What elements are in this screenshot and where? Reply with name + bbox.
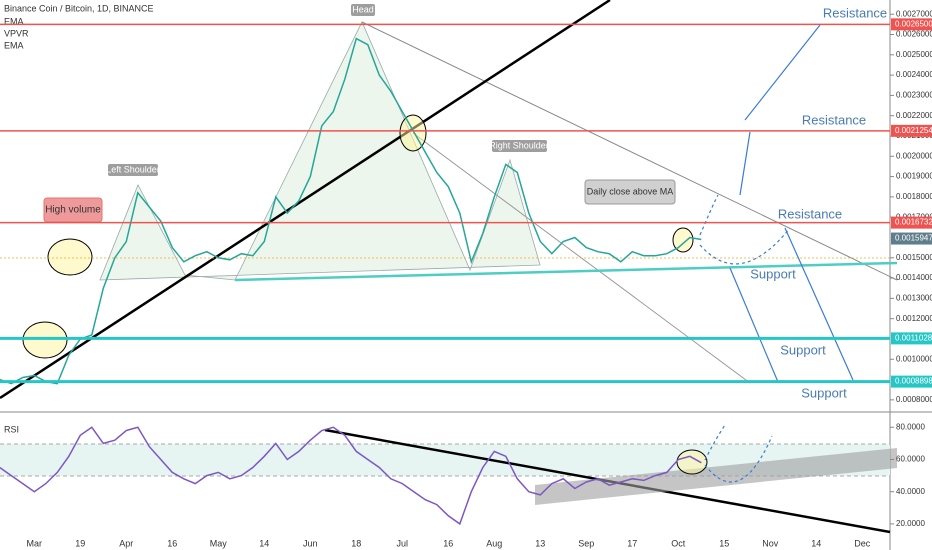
y-tick-label: 0.0008000	[896, 395, 932, 404]
x-tick-label: 13	[535, 538, 545, 548]
annotation: Head	[352, 4, 374, 14]
label-box	[492, 140, 547, 152]
x-tick-label: 14	[259, 538, 269, 548]
level-label: 0.0008898	[895, 377, 932, 386]
highlight	[47, 238, 93, 276]
x-tick-label: May	[210, 538, 228, 548]
x-tick-label: Aug	[486, 538, 502, 548]
x-tick-label: Oct	[671, 538, 686, 548]
annotation: Resistance	[823, 5, 887, 20]
y-tick-label: 0.0020000	[896, 151, 932, 160]
level-box	[891, 216, 932, 229]
x-tick-label: 16	[443, 538, 453, 548]
annotation: Resistance	[802, 112, 866, 127]
y-tick-label: 0.0018000	[896, 192, 932, 201]
x-tick-label: 16	[167, 538, 177, 548]
rsi-title: RSI	[4, 424, 19, 434]
y-tick-label: 0.0027000	[896, 9, 932, 18]
level-label: 0.0015947	[895, 234, 932, 243]
highlight	[676, 449, 708, 475]
y-tick-label: 0.0026000	[896, 30, 932, 39]
neckline	[234, 261, 898, 282]
y-tick-label: 20.0000	[896, 519, 925, 528]
level-box	[891, 332, 932, 345]
callout	[584, 179, 676, 205]
x-tick-label: 17	[627, 538, 637, 548]
y-tick-label: 0.0025000	[896, 50, 932, 59]
x-tick-label: 14	[811, 538, 821, 548]
annotation: Resistance	[778, 206, 842, 221]
indicator: EMA	[4, 16, 24, 26]
annotation: Right Shoulder	[489, 140, 549, 150]
annotation: High volume	[45, 205, 101, 216]
annotation: Support	[801, 385, 847, 400]
y-tick-label: 0.0012000	[896, 314, 932, 323]
x-tick-label: 19	[75, 538, 85, 548]
x-tick-label: Sep	[578, 538, 594, 548]
y-tick-label: 0.0024000	[896, 70, 932, 79]
trendline	[361, 21, 898, 281]
level-box	[891, 375, 932, 388]
chart-title: Binance Coin / Bitcoin, 1D, BINANCE	[4, 3, 154, 13]
indicator: EMA	[4, 40, 24, 50]
y-tick-label: 0.0019000	[896, 172, 932, 181]
level-label: 0.0021254	[895, 126, 932, 135]
price-line	[0, 426, 702, 526]
x-tick-label: Jul	[396, 538, 408, 548]
x-tick-label: Jun	[303, 538, 318, 548]
level-label: 0.0011028	[895, 334, 932, 343]
y-tick-label: 0.0023000	[896, 91, 932, 100]
level-box	[891, 18, 932, 31]
label-box	[351, 4, 375, 16]
y-tick-label: 60.0000	[896, 455, 925, 464]
x-tick-label: Nov	[762, 538, 779, 548]
label-box	[108, 164, 158, 176]
annotation: Support	[750, 266, 796, 281]
indicator: VPVR	[4, 28, 29, 38]
highlight	[672, 227, 694, 253]
x-tick-label: Apr	[119, 538, 133, 548]
y-tick-label: 80.0000	[896, 422, 925, 431]
annotation: Daily close above MA	[587, 186, 674, 196]
level-label: 0.0026500	[895, 19, 932, 28]
y-tick-label: 0.0013000	[896, 293, 932, 302]
y-tick-label: 0.0015000	[896, 253, 932, 262]
level-label: 0.0016732	[895, 218, 932, 227]
x-tick-label: 18	[351, 538, 361, 548]
highlight	[22, 321, 68, 359]
y-tick-label: 0.0022000	[896, 111, 932, 120]
annotation: Left Shoulder	[106, 164, 160, 174]
trendline	[0, 0, 611, 400]
level-box	[891, 232, 932, 245]
rsi-channel	[535, 448, 897, 505]
level-box	[891, 124, 932, 137]
x-tick-label: 15	[719, 538, 729, 548]
annotation: Support	[780, 342, 826, 357]
y-tick-label: 40.0000	[896, 487, 925, 496]
x-tick-label: Mar	[27, 538, 43, 548]
y-tick-label: 0.0014000	[896, 273, 932, 282]
x-tick-label: Dec	[854, 538, 871, 548]
arrows	[699, 24, 854, 483]
y-tick-label: 0.0010000	[896, 354, 932, 363]
price-line	[0, 37, 702, 385]
